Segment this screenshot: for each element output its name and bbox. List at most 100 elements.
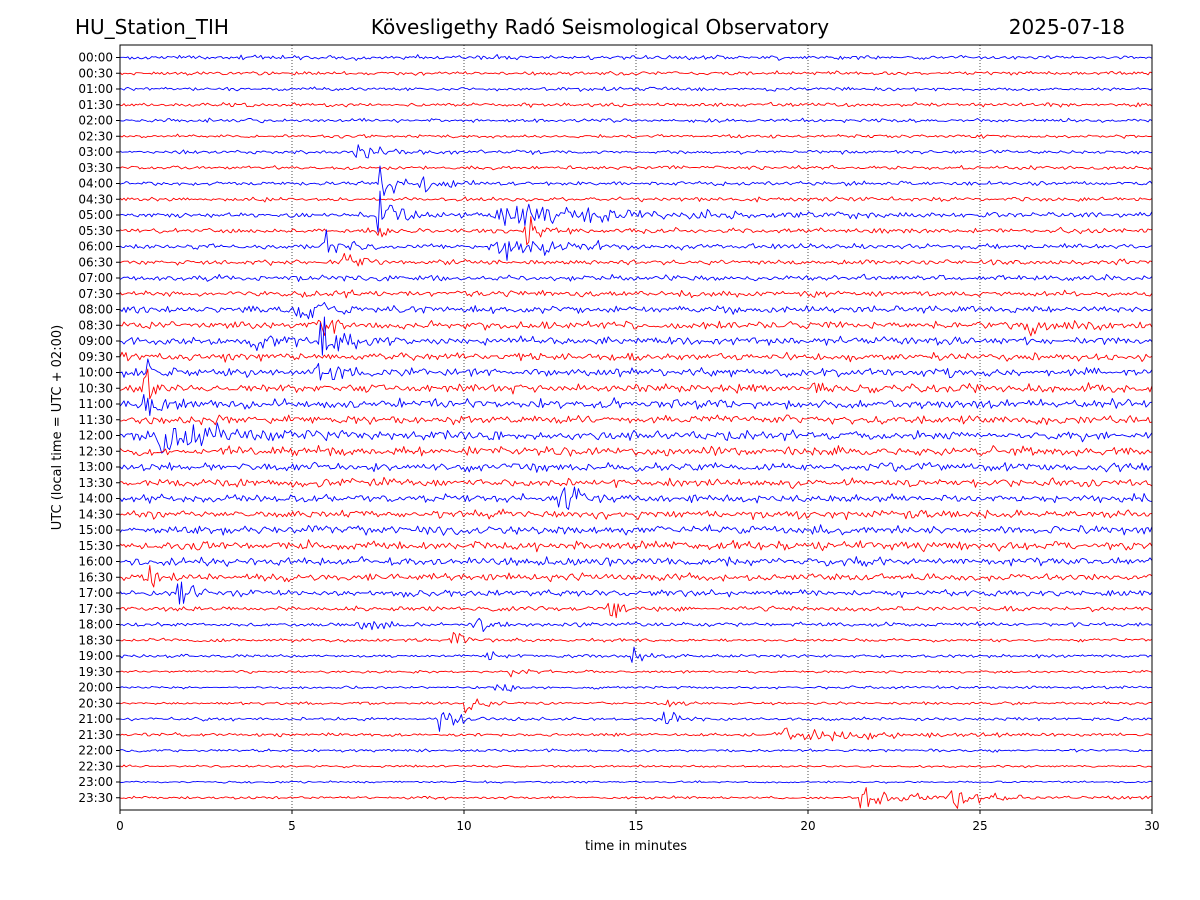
y-tick-label: 21:00 [78,712,113,726]
trace-1330 [119,476,1153,489]
x-tick-label: 15 [628,819,643,833]
trace-0730 [119,289,1153,299]
trace-0030 [119,70,1153,76]
trace-1630 [119,565,1153,588]
trace-0330 [119,164,1153,171]
y-tick-label: 12:00 [78,429,113,443]
y-tick-label: 03:00 [78,145,113,159]
y-tick-label: 11:30 [78,413,113,427]
x-tick-label: 5 [288,819,296,833]
trace-group [119,54,1153,809]
y-tick-label: 20:30 [78,696,113,710]
trace-0200 [119,117,1153,124]
y-tick-label: 23:00 [78,775,113,789]
trace-2000 [119,684,1153,692]
trace-1600 [119,556,1153,567]
y-tick-label: 10:00 [78,366,113,380]
y-tick-label: 16:00 [78,555,113,569]
grid-lines [291,45,981,810]
x-tick-label: 10 [456,819,471,833]
trace-2230 [119,764,1153,769]
y-tick-label: 10:30 [78,381,113,395]
trace-0430 [119,196,1153,203]
y-tick-label: 12:30 [78,444,113,458]
trace-1430 [119,508,1153,521]
y-tick-label: 02:30 [78,129,113,143]
x-tick-label: 0 [116,819,124,833]
y-tick-label: 15:00 [78,523,113,537]
trace-1130 [120,414,1153,426]
y-tick-label: 01:00 [78,82,113,96]
trace-1200 [119,422,1153,454]
trace-2030 [119,698,1153,714]
x-axis: 0 5 10 15 20 25 30 [116,810,1160,833]
trace-1900 [119,646,1153,663]
x-tick-label: 20 [800,819,815,833]
y-tick-label: 06:30 [78,255,113,269]
trace-2300 [119,780,1153,784]
trace-2330 [119,787,1153,809]
trace-1000 [119,358,1153,381]
trace-1030 [119,368,1153,400]
x-tick-label: 25 [972,819,987,833]
trace-0600 [119,229,1153,261]
y-tick-label: 16:30 [78,570,113,584]
trace-0100 [119,86,1153,92]
trace-1730 [119,602,1153,619]
y-tick-label: 18:30 [78,633,113,647]
trace-1700 [119,581,1153,605]
y-tick-label: 22:00 [78,744,113,758]
trace-1230 [119,444,1153,457]
trace-0800 [119,301,1153,320]
y-tick-label: 06:00 [78,240,113,254]
y-tick-label: 13:30 [78,476,113,490]
trace-1100 [119,393,1153,417]
y-tick-label: 22:30 [78,759,113,773]
trace-1300 [119,461,1153,473]
y-tick-label: 07:00 [78,271,113,285]
y-tick-label: 19:00 [78,649,113,663]
y-axis-label: UTC (local time = UTC + 02:00) [50,325,65,530]
trace-0300 [119,144,1153,159]
y-tick-label: 00:30 [78,66,113,80]
observatory-title: Kövesligethy Radó Seismological Observat… [370,15,830,39]
trace-2130 [119,727,1153,742]
trace-1800 [119,617,1153,633]
station-title: HU_Station_TIH [75,15,229,39]
trace-1400 [119,486,1153,510]
x-tick-label: 30 [1144,819,1159,833]
y-tick-label: 04:00 [78,177,113,191]
y-tick-label: 18:00 [78,618,113,632]
y-tick-label: 14:30 [78,507,113,521]
y-tick-label: 20:00 [78,681,113,695]
trace-1500 [119,524,1153,536]
y-tick-label: 08:30 [78,318,113,332]
trace-0000 [119,54,1153,61]
trace-0230 [119,133,1153,139]
y-tick-label: 15:30 [78,539,113,553]
y-tick-label: 23:30 [78,791,113,805]
y-tick-label: 05:30 [78,224,113,238]
y-tick-label: 09:00 [78,334,113,348]
y-tick-label: 00:00 [78,51,113,65]
y-tick-label: 04:30 [78,192,113,206]
trace-1830 [119,631,1153,644]
y-tick-label: 05:00 [78,208,113,222]
trace-0700 [119,273,1153,282]
trace-2200 [119,748,1153,753]
trace-0500 [119,190,1153,233]
trace-1530 [119,539,1153,553]
trace-0130 [119,101,1153,108]
y-tick-label: 17:30 [78,602,113,616]
trace-0930 [119,351,1153,363]
y-tick-label: 02:00 [78,114,113,128]
trace-2100 [119,711,1153,732]
trace-0900 [119,316,1153,356]
date-title: 2025-07-18 [1008,15,1125,39]
y-tick-label: 13:00 [78,460,113,474]
y-tick-label: 07:30 [78,287,113,301]
y-tick-label: 17:00 [78,586,113,600]
y-tick-label: 08:00 [78,303,113,317]
